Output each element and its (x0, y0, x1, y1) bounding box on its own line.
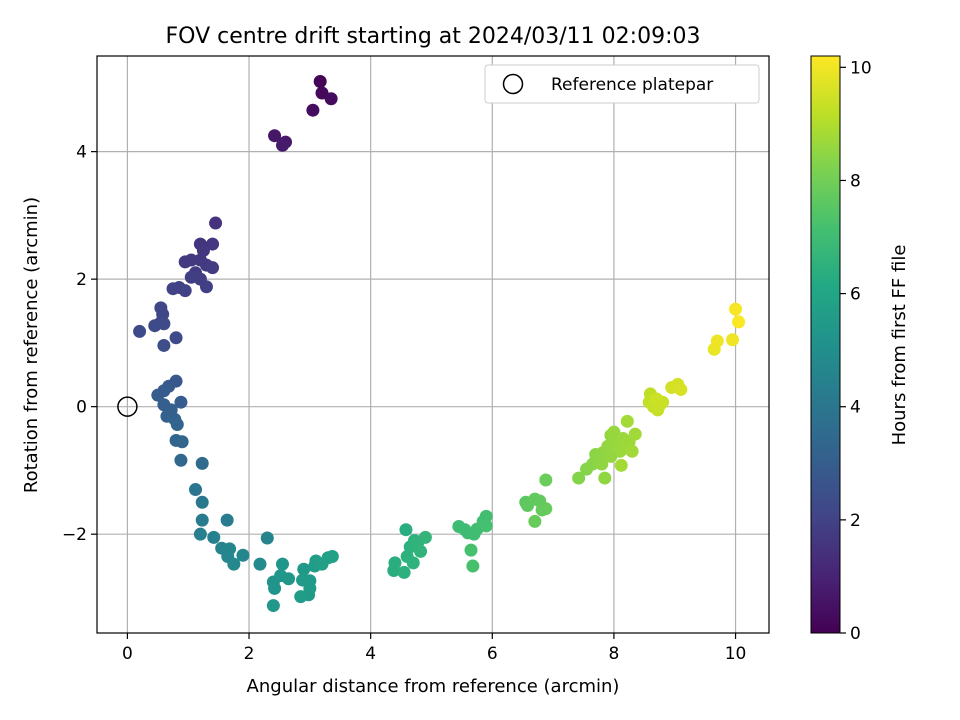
y-tick-label: 4 (76, 143, 87, 163)
data-point (726, 333, 739, 346)
x-tick-label: 4 (365, 644, 376, 664)
colorbar-tick-label: 8 (850, 171, 861, 191)
grid-lines (97, 56, 769, 633)
plot-frame (97, 56, 769, 633)
data-point (276, 558, 289, 571)
data-point (398, 566, 411, 579)
data-point (626, 445, 639, 458)
data-point (171, 418, 184, 431)
data-point (261, 532, 274, 545)
y-axis-label: Rotation from reference (arcmin) (21, 197, 42, 493)
data-point (650, 393, 663, 406)
colorbar-tick-label: 10 (850, 58, 872, 78)
data-point (326, 550, 339, 563)
x-tick-label: 6 (487, 644, 498, 664)
data-point (732, 315, 745, 328)
y-axis-ticks: −2 0 2 4 (62, 143, 97, 546)
data-point (196, 496, 209, 509)
data-point (528, 515, 541, 528)
data-point (176, 435, 189, 448)
data-point (276, 139, 289, 152)
data-point (221, 514, 234, 527)
data-point (227, 558, 240, 571)
y-tick-label: 0 (76, 398, 87, 418)
y-tick-label: −2 (62, 525, 87, 545)
colorbar-tick-label: 6 (850, 285, 861, 305)
data-point (629, 428, 642, 441)
data-point (282, 572, 295, 585)
data-point (189, 483, 202, 496)
x-axis-label: Angular distance from reference (arcmin) (247, 676, 620, 697)
data-point (179, 255, 192, 268)
x-tick-label: 2 (244, 644, 255, 664)
data-point (157, 339, 170, 352)
legend: Reference platepar (485, 65, 759, 103)
data-point (194, 528, 207, 541)
legend-entry: Reference platepar (551, 75, 713, 95)
data-point (325, 92, 338, 105)
scatter-chart: FOV centre drift starting at 2024/03/11 … (0, 0, 960, 720)
data-point (206, 261, 219, 274)
x-axis-ticks: 0 2 4 6 8 10 (122, 633, 746, 664)
data-point (200, 280, 213, 293)
data-point (170, 331, 183, 344)
x-tick-label: 0 (122, 644, 133, 664)
colorbar-tick-label: 0 (850, 624, 861, 644)
data-point (399, 523, 412, 536)
data-point (174, 454, 187, 467)
y-tick-label: 2 (76, 270, 87, 290)
data-point (539, 473, 552, 486)
x-tick-label: 10 (725, 644, 747, 664)
x-tick-label: 8 (609, 644, 620, 664)
colorbar-label: Hours from first FF file (889, 245, 910, 446)
data-point (598, 472, 611, 485)
chart-title: FOV centre drift starting at 2024/03/11 … (166, 24, 701, 49)
data-point (306, 104, 319, 117)
data-point (294, 590, 307, 603)
data-point (674, 383, 687, 396)
data-point (604, 450, 617, 463)
data-point (209, 217, 222, 230)
colorbar: 0 2 4 6 8 10 Hours from first FF file (811, 56, 910, 644)
data-point (267, 599, 280, 612)
data-point (133, 325, 146, 338)
data-point (621, 415, 634, 428)
data-point (615, 459, 628, 472)
data-points (133, 75, 745, 612)
data-point (207, 531, 220, 544)
data-point (314, 75, 327, 88)
data-point (253, 558, 266, 571)
colorbar-tick-label: 2 (850, 511, 861, 531)
data-point (711, 334, 724, 347)
data-point (179, 284, 192, 297)
data-point (157, 317, 170, 330)
data-point (268, 582, 281, 595)
data-point (480, 519, 493, 532)
data-point (196, 457, 209, 470)
colorbar-ticks: 0 2 4 6 8 10 (840, 58, 872, 644)
data-point (414, 545, 427, 558)
data-point (729, 303, 742, 316)
data-point (465, 544, 478, 557)
data-point (196, 514, 209, 527)
data-point (466, 560, 479, 573)
colorbar-gradient (811, 56, 840, 633)
colorbar-tick-label: 4 (850, 398, 861, 418)
data-point (167, 282, 180, 295)
data-point (407, 556, 420, 569)
data-point (419, 531, 432, 544)
data-point (539, 502, 552, 515)
